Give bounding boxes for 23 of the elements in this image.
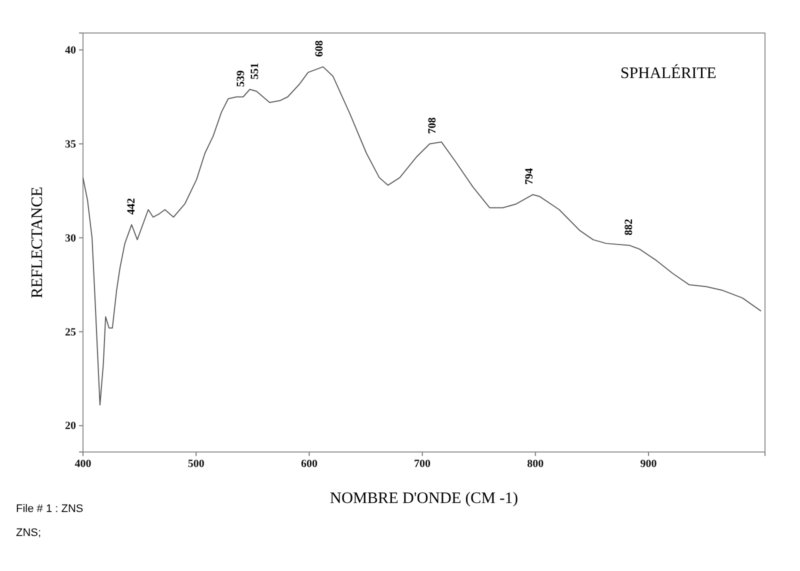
y-tick-label: 30 [65,232,76,244]
x-tick-label: 800 [527,458,544,470]
annotation: 794 [524,168,536,185]
x-tick-label: 400 [74,458,92,470]
annotation: 608 [313,40,326,57]
annotation: 442 [126,198,138,215]
annotation: 882 [623,218,636,236]
y-tick-label: 20 [65,420,76,432]
y-tick-label: 25 [65,326,76,338]
y-axis-title: REFLECTANCE [29,186,46,298]
annotation: 708 [426,116,438,134]
x-axis-title: NOMBRE D'ONDE (CM -1) [330,490,518,507]
annotation: 539 [235,70,248,87]
x-tick-label: 700 [414,458,432,470]
annotation: 551 [248,62,261,80]
x-tick-label: 500 [188,458,205,470]
x-tick-label: 600 [300,458,318,470]
text: File # 1 : ZNS [16,503,84,515]
y-tick-label: 40 [65,44,76,56]
text: ZNS; [16,527,42,539]
text: SPHALÉRITE [620,64,716,82]
x-tick-label: 900 [640,458,658,470]
y-tick-label: 35 [65,138,76,150]
